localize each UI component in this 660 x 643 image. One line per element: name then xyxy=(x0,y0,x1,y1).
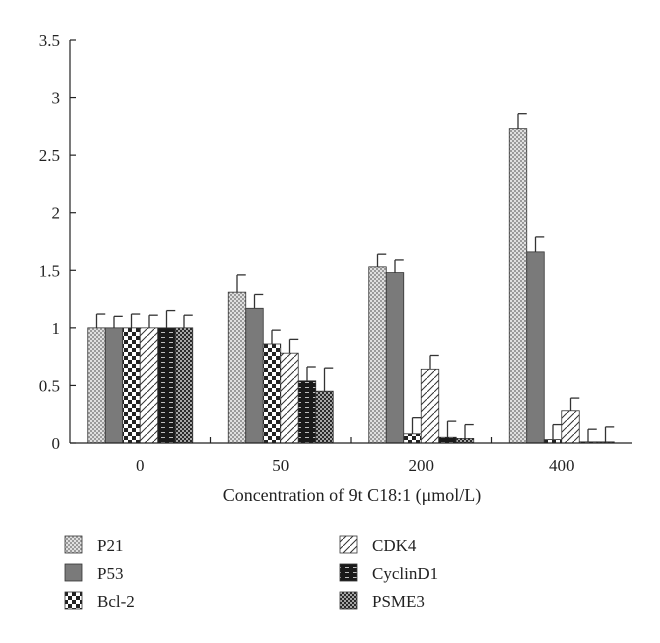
legend-label: P21 xyxy=(97,536,123,555)
legend-label: Bcl-2 xyxy=(97,592,135,611)
x-ticks: 0 50 200 400 xyxy=(136,437,575,475)
y-tick-label: 1 xyxy=(52,319,61,338)
bar-cdk4 xyxy=(420,368,440,444)
bar-psme3 xyxy=(174,327,194,444)
bar-bcl-2 xyxy=(122,327,141,444)
y-tick-label: 0 xyxy=(52,434,61,453)
legend-label: CyclinD1 xyxy=(372,564,438,583)
legend-swatch-p53 xyxy=(64,563,83,582)
legend-swatch-cdk4 xyxy=(339,535,358,554)
bar-p53 xyxy=(104,327,124,444)
legend: P21 P53 Bcl-2 CDK4 CyclinD1 PSME3 xyxy=(64,535,438,611)
bar-cyclind1 xyxy=(157,327,176,444)
y-tick-label: 3 xyxy=(52,89,61,108)
y-tick-label: 0.5 xyxy=(39,376,60,395)
bar-cdk4 xyxy=(280,352,299,444)
legend-swatch-bcl-2 xyxy=(64,591,83,610)
x-axis-title: Concentration of 9t C18:1 (μmol/L) xyxy=(223,485,482,506)
legend-label: CDK4 xyxy=(372,536,417,555)
bar-p53 xyxy=(245,307,264,444)
x-tick-label: 200 xyxy=(409,456,435,475)
bar-p53 xyxy=(385,272,405,444)
bars-layer xyxy=(87,128,615,444)
y-tick-label: 3.5 xyxy=(39,31,60,50)
legend-swatch-psme3 xyxy=(339,591,358,610)
legend-label: PSME3 xyxy=(372,592,425,611)
legend-swatch-p21 xyxy=(64,535,83,554)
bar-psme3 xyxy=(315,390,334,444)
y-ticks: 0 0.5 1 1.5 2 2.5 3 3.5 xyxy=(39,31,76,453)
bar-p21 xyxy=(508,128,528,444)
bar-cyclind1 xyxy=(438,436,457,444)
bar-cyclind1 xyxy=(297,380,317,444)
legend-label: P53 xyxy=(97,564,123,583)
bar-cdk4 xyxy=(561,410,580,444)
x-tick-label: 50 xyxy=(272,456,289,475)
y-tick-label: 2 xyxy=(52,204,61,223)
y-tick-label: 1.5 xyxy=(39,261,60,280)
bar-p21 xyxy=(87,327,106,444)
error-bars-layer xyxy=(95,113,615,442)
bar-bcl-2 xyxy=(262,343,282,444)
y-tick-label: 2.5 xyxy=(39,146,60,165)
legend-swatch-cyclind1 xyxy=(339,563,358,582)
bar-bcl-2 xyxy=(403,433,422,444)
x-tick-label: 400 xyxy=(549,456,575,475)
bar-p21 xyxy=(227,291,247,444)
bar-p53 xyxy=(526,251,545,444)
bar-p21 xyxy=(368,266,387,444)
bar-psme3 xyxy=(455,437,475,444)
bar-cdk4 xyxy=(139,327,159,444)
x-tick-label: 0 xyxy=(136,456,145,475)
